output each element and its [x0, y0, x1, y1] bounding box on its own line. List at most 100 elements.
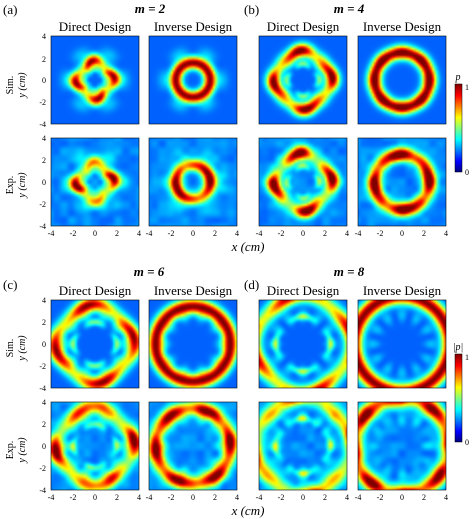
tick-label: 4 [345, 493, 349, 502]
heatmap-exp-inverse [358, 402, 446, 490]
tick-label: 2 [115, 493, 119, 502]
panel-b: (b) m = 4 Direct Design Inverse Design -… [244, 1, 469, 238]
panel-d: (d) m = 8 Direct Design Inverse Design -… [244, 264, 469, 502]
heatmap-exp-direct [259, 402, 347, 490]
tick-label: -2 [39, 362, 46, 371]
y-ticks-top: 4 2 0 -2 -4 [39, 32, 46, 129]
panel-m-label: m = 2 [135, 1, 166, 16]
column-title-direct: Direct Design [267, 19, 340, 34]
heatmap-frame [357, 299, 447, 389]
column-title-inverse: Inverse Design [154, 283, 233, 298]
tick-label: 0 [42, 178, 46, 187]
heatmap-frame [258, 401, 348, 491]
x-axis-label: x (cm) [231, 503, 265, 518]
tick-label: 0 [42, 340, 46, 349]
tick-label: 4 [42, 134, 46, 143]
y-ticks-bottom: 4 2 0 -2 -4 [39, 134, 46, 231]
heatmap-exp-direct [51, 138, 139, 226]
tick-label: 2 [422, 229, 426, 238]
tick-label: -4 [256, 229, 263, 238]
panel-letter: (b) [244, 2, 259, 17]
colorbar-gradient [454, 83, 463, 173]
tick-label: 2 [42, 420, 46, 429]
row-label-sim: Sim. [5, 339, 16, 358]
tick-label: -4 [39, 486, 46, 495]
heatmap-frame [357, 35, 447, 125]
tick-label: 2 [323, 493, 327, 502]
y-axis-label: y (cm) [17, 72, 28, 99]
x-axis-label: x (cm) [231, 239, 265, 254]
tick-label: 2 [115, 229, 119, 238]
heatmap-exp-inverse [149, 402, 237, 490]
tick-label: 4 [345, 229, 349, 238]
heatmap-sim-direct [259, 300, 347, 388]
tick-label: -2 [168, 229, 175, 238]
column-title-direct: Direct Design [59, 283, 132, 298]
panel-letter: (c) [3, 277, 17, 292]
x-ticks: -4 -2 0 2 4 -4 -2 0 2 4 [256, 493, 448, 502]
colorbar-title: p [455, 72, 461, 83]
tick-label: -2 [278, 493, 285, 502]
panel-m-label: m = 4 [334, 1, 365, 16]
tick-label: 0 [301, 493, 305, 502]
tick-label: 4 [137, 493, 141, 502]
tick-label: -4 [256, 493, 263, 502]
heatmap-frame [50, 35, 140, 125]
heatmap-frame [148, 299, 238, 389]
column-title-inverse: Inverse Design [363, 283, 442, 298]
tick-label: 0 [191, 229, 195, 238]
tick-label: -2 [278, 229, 285, 238]
heatmap-frame [258, 299, 348, 389]
heatmap-frame [50, 299, 140, 389]
row-label-exp: Exp. [5, 176, 16, 195]
colorbar-bottom: |p| 1 0 [453, 342, 469, 447]
tick-label: -4 [146, 493, 153, 502]
heatmap-frame [148, 35, 238, 125]
tick-label: -2 [39, 464, 46, 473]
x-ticks: -4 -2 0 2 4 -4 -2 0 2 4 [48, 493, 239, 502]
tick-label: -2 [377, 493, 384, 502]
tick-label: 2 [422, 493, 426, 502]
colorbar-top: p 1 0 [455, 72, 470, 177]
y-axis-label: y (cm) [17, 172, 28, 199]
column-title-inverse: Inverse Design [154, 19, 233, 34]
tick-label: 0 [400, 229, 404, 238]
tick-label: 0 [301, 229, 305, 238]
heatmap-frame [258, 137, 348, 227]
tick-label: -2 [70, 229, 77, 238]
heatmap-exp-inverse [358, 138, 446, 226]
colorbar-title: |p| [453, 342, 464, 353]
heatmap-frame [148, 401, 238, 491]
tick-label: 4 [137, 229, 141, 238]
tick-label: -2 [39, 200, 46, 209]
heatmap-exp-inverse [149, 138, 237, 226]
tick-label: 0 [42, 76, 46, 85]
panel-m-label: m = 8 [334, 264, 365, 279]
tick-label: 2 [213, 493, 217, 502]
y-ticks-bottom: 4 2 0 -2 -4 [39, 398, 46, 495]
y-ticks-top: 4 2 0 -2 -4 [39, 296, 46, 393]
tick-label: -4 [146, 229, 153, 238]
heatmap-frame [357, 401, 447, 491]
tick-label: -4 [39, 120, 46, 129]
tick-label: 4 [42, 398, 46, 407]
row-label-sim: Sim. [5, 76, 16, 95]
x-ticks: -4 -2 0 2 4 -4 -2 0 2 4 [256, 229, 448, 238]
panel-a: (a) m = 2 Direct Design Inverse Design S… [3, 1, 239, 238]
tick-label: 4 [42, 32, 46, 41]
tick-label: 2 [323, 229, 327, 238]
tick-label: 4 [444, 493, 448, 502]
y-axis-label: y (cm) [17, 437, 28, 464]
tick-label: 4 [235, 229, 239, 238]
panel-c: (c) m = 6 Direct Design Inverse Design S… [3, 264, 239, 502]
tick-label: -2 [70, 493, 77, 502]
column-title-direct: Direct Design [59, 19, 132, 34]
tick-label: -2 [377, 229, 384, 238]
column-title-direct: Direct Design [267, 283, 340, 298]
heatmap-sim-direct [51, 36, 139, 124]
colorbar-min-label: 0 [465, 168, 469, 177]
heatmap-sim-inverse [149, 300, 237, 388]
tick-label: 0 [191, 493, 195, 502]
heatmap-frame [50, 137, 140, 227]
